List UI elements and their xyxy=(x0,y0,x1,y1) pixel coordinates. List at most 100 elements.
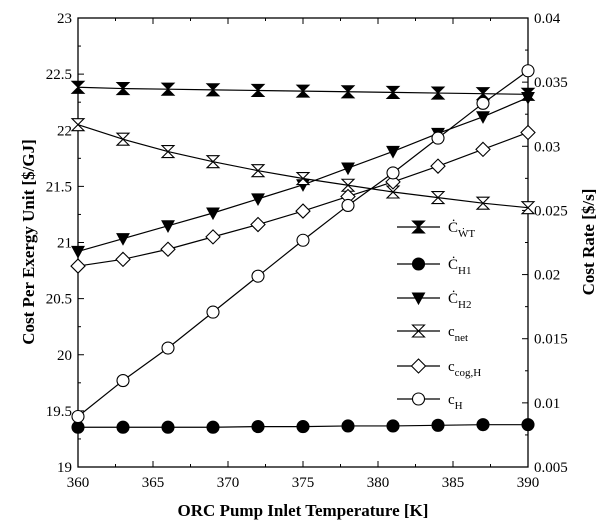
data-point xyxy=(250,216,266,233)
series-line xyxy=(77,124,529,209)
data-point xyxy=(475,196,491,210)
data-point xyxy=(161,220,175,233)
series-group xyxy=(70,80,536,101)
data-point xyxy=(341,419,355,433)
legend-entry: ccog,H xyxy=(397,358,481,379)
data-point xyxy=(296,420,310,434)
x-tick-label: 385 xyxy=(442,475,465,491)
data-point xyxy=(475,87,491,101)
data-point xyxy=(295,84,311,98)
legend-entry: ĊH2 xyxy=(397,290,471,311)
data-point xyxy=(430,158,446,174)
data-point xyxy=(340,178,356,192)
data-point xyxy=(116,420,130,434)
series-group xyxy=(70,124,536,274)
legend-marker xyxy=(411,392,426,406)
y-right-tick-label: 0.03 xyxy=(534,139,560,155)
legend-label-main: Ċ xyxy=(448,290,458,307)
legend-label: cH xyxy=(448,392,463,412)
legend-label: ccog,H xyxy=(448,359,481,379)
x-tick-label: 380 xyxy=(367,475,390,491)
data-point xyxy=(475,141,491,158)
legend-label-sub: ẆT xyxy=(458,228,475,240)
data-point xyxy=(250,83,266,98)
data-point xyxy=(341,198,355,213)
data-point xyxy=(206,305,220,319)
data-point xyxy=(476,111,490,124)
data-point xyxy=(521,64,535,78)
y-right-tick-label: 0.04 xyxy=(534,11,561,27)
y-left-tick-label: 19.5 xyxy=(46,404,72,420)
data-point xyxy=(386,419,400,433)
y-left-tick-label: 20 xyxy=(57,348,72,364)
y-left-tick-label: 22.5 xyxy=(46,67,72,83)
data-point xyxy=(115,132,131,146)
y-right-tick-label: 0.005 xyxy=(534,460,568,476)
data-point xyxy=(160,145,176,159)
series-group xyxy=(70,118,536,215)
legend-label-sub: H1 xyxy=(458,265,471,277)
legend-label-main: Ċ xyxy=(448,256,458,273)
x-tick-label: 375 xyxy=(292,475,315,491)
legend-label: ĊH1 xyxy=(448,256,471,277)
series-group xyxy=(71,418,535,434)
data-point xyxy=(160,241,176,258)
y-axis-right-title: Cost Rate [$/s] xyxy=(579,189,598,296)
legend-entry: cnet xyxy=(397,324,468,344)
legend-marker xyxy=(411,257,426,271)
y-right-tick-label: 0.035 xyxy=(534,75,568,91)
data-point xyxy=(161,341,175,355)
data-point xyxy=(205,83,221,97)
data-point xyxy=(430,86,446,100)
data-point xyxy=(206,207,220,221)
data-point xyxy=(116,374,130,388)
data-point xyxy=(386,145,400,159)
x-axis-title: ORC Pump Inlet Temperature [K] xyxy=(178,501,429,520)
data-point xyxy=(251,193,265,207)
y-left-tick-label: 19 xyxy=(57,460,72,476)
legend-label-sub: H xyxy=(455,400,463,412)
data-point xyxy=(250,164,266,178)
data-point xyxy=(476,418,490,432)
data-point xyxy=(295,171,311,186)
data-point xyxy=(71,245,85,259)
data-point xyxy=(430,191,446,205)
legend-entry: ĊẆT xyxy=(397,219,475,240)
axis-ticks: 360 365 370 375 380 385 390 19 19.5 20 20.5 21 21.5 2… xyxy=(46,11,568,491)
series-group xyxy=(71,64,535,424)
data-point xyxy=(161,420,175,434)
y-axis-left-title: Cost Per Exergy Unit [$/GJ] xyxy=(19,139,38,345)
data-point xyxy=(115,251,131,268)
series-layer xyxy=(70,64,536,434)
y-left-tick-label: 20.5 xyxy=(46,292,72,308)
y-right-tick-label: 0.025 xyxy=(534,203,568,219)
legend-label-sub: net xyxy=(455,332,468,344)
y-right-tick-label: 0.015 xyxy=(534,332,568,348)
data-point xyxy=(70,258,86,274)
legend-entry: ĊH1 xyxy=(397,256,471,277)
data-point xyxy=(521,418,535,432)
legend-marker xyxy=(411,220,426,234)
legend-label: cnet xyxy=(448,324,468,344)
legend-label-main: Ċ xyxy=(448,219,458,236)
data-point xyxy=(341,162,355,176)
data-point xyxy=(340,85,356,99)
data-point xyxy=(70,118,86,132)
legend-marker xyxy=(411,324,426,338)
data-point xyxy=(206,420,220,434)
legend-label-sub: cog,H xyxy=(455,367,482,379)
y-right-tick-label: 0.01 xyxy=(534,396,560,412)
data-point xyxy=(205,229,221,245)
data-point xyxy=(431,418,445,432)
legend-marker xyxy=(411,292,426,306)
data-point xyxy=(295,203,311,219)
data-point xyxy=(296,233,310,247)
data-point xyxy=(160,82,176,96)
data-point xyxy=(205,155,221,169)
data-point xyxy=(116,233,130,246)
y-left-tick-label: 21.5 xyxy=(46,179,72,195)
data-point xyxy=(71,409,85,424)
data-point xyxy=(520,124,536,141)
x-tick-label: 370 xyxy=(217,475,240,491)
data-point xyxy=(521,91,535,105)
